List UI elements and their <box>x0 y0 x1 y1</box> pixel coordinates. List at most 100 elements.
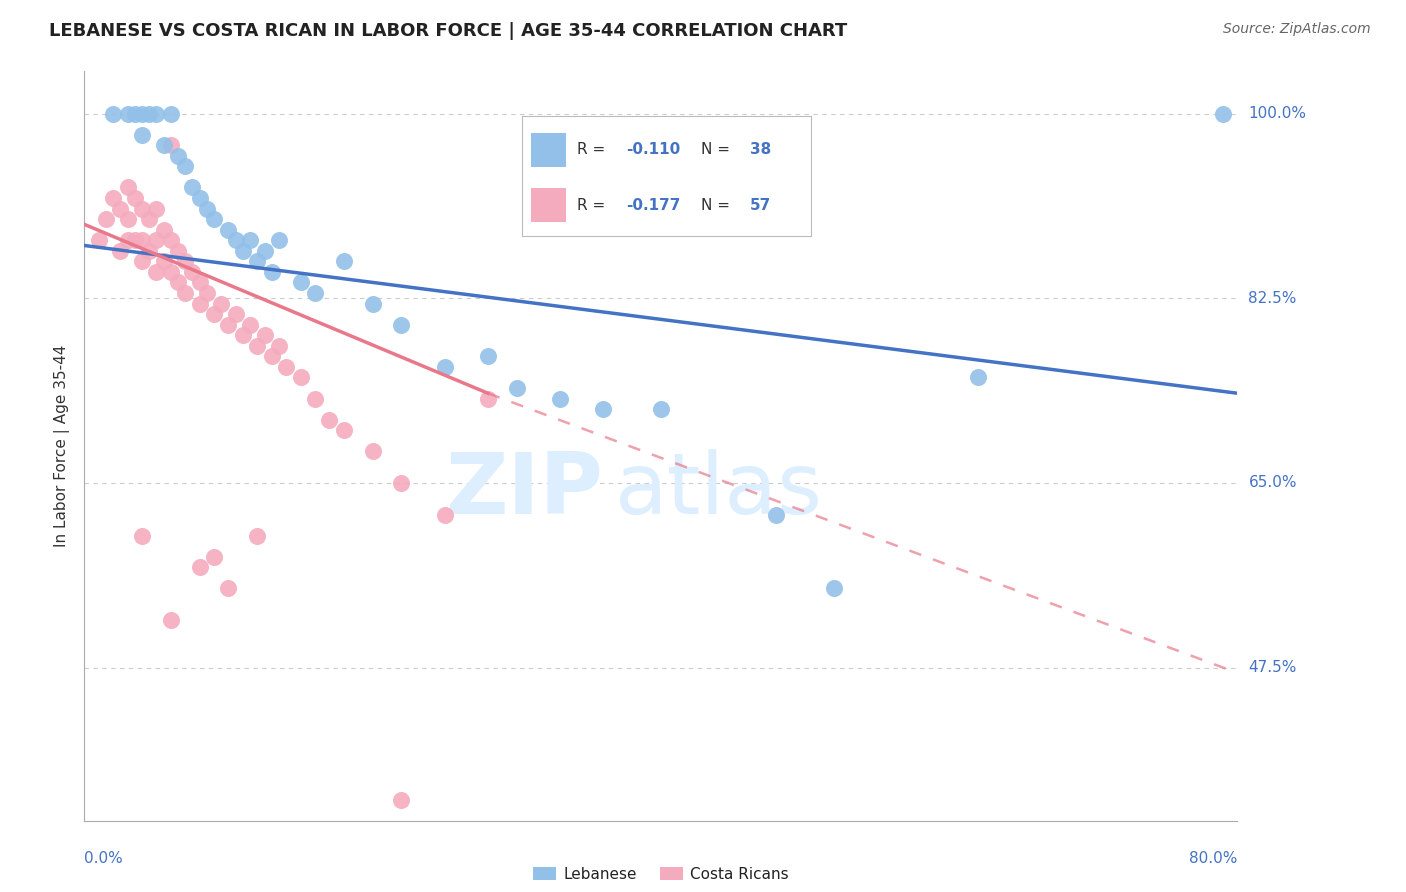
Point <box>333 423 356 437</box>
Point <box>167 244 190 258</box>
Point <box>967 370 990 384</box>
Point <box>433 359 456 374</box>
Point <box>145 233 167 247</box>
Point <box>765 508 787 522</box>
Point <box>391 792 413 806</box>
Point <box>174 159 197 173</box>
Point <box>167 276 190 290</box>
Point <box>823 582 845 596</box>
Text: LEBANESE VS COSTA RICAN IN LABOR FORCE | AGE 35-44 CORRELATION CHART: LEBANESE VS COSTA RICAN IN LABOR FORCE |… <box>49 22 848 40</box>
Point <box>650 402 672 417</box>
Point <box>218 222 240 236</box>
Point <box>304 285 326 300</box>
Text: 65.0%: 65.0% <box>1249 475 1296 491</box>
Point <box>160 613 183 627</box>
Point <box>181 180 204 194</box>
Point <box>167 149 190 163</box>
Point <box>592 402 614 417</box>
Text: 82.5%: 82.5% <box>1249 291 1296 306</box>
Text: 0.0%: 0.0% <box>84 851 124 866</box>
Point <box>361 444 384 458</box>
Point <box>202 549 225 564</box>
Point <box>160 138 183 153</box>
Point <box>267 339 290 353</box>
Point <box>260 265 283 279</box>
Point <box>246 529 269 543</box>
Point <box>138 212 160 227</box>
Point <box>239 318 262 332</box>
Point <box>232 244 254 258</box>
Point <box>232 328 254 343</box>
Point <box>188 276 211 290</box>
Point <box>103 191 124 205</box>
Text: atlas: atlas <box>614 450 823 533</box>
Point <box>145 265 167 279</box>
Point <box>195 285 218 300</box>
Point <box>117 212 139 227</box>
Point <box>267 233 290 247</box>
Point <box>202 212 225 227</box>
Point <box>152 254 174 268</box>
Point <box>218 318 240 332</box>
Point <box>391 318 413 332</box>
Legend: Lebanese, Costa Ricans: Lebanese, Costa Ricans <box>527 861 794 888</box>
Point <box>87 233 110 247</box>
Point <box>160 265 183 279</box>
Point <box>124 233 146 247</box>
Point <box>174 285 197 300</box>
Point <box>188 560 211 574</box>
Point <box>506 381 529 395</box>
Point <box>131 202 153 216</box>
Point <box>131 128 153 142</box>
Point <box>131 254 153 268</box>
Point <box>548 392 571 406</box>
Point <box>239 233 262 247</box>
Point <box>253 328 276 343</box>
Point <box>124 191 146 205</box>
Point <box>477 349 499 363</box>
Point <box>391 475 413 490</box>
Text: Source: ZipAtlas.com: Source: ZipAtlas.com <box>1223 22 1371 37</box>
Point <box>477 392 499 406</box>
Text: 47.5%: 47.5% <box>1249 660 1296 675</box>
Point <box>160 106 183 120</box>
Point <box>225 307 247 321</box>
Point <box>195 202 218 216</box>
Point <box>145 106 167 120</box>
Point <box>188 191 211 205</box>
Point <box>318 412 340 426</box>
Point <box>361 296 384 310</box>
Point <box>246 254 269 268</box>
Point <box>94 212 117 227</box>
Point <box>433 508 456 522</box>
Point <box>290 276 312 290</box>
Point <box>110 202 132 216</box>
Text: 100.0%: 100.0% <box>1249 106 1306 121</box>
Point <box>1212 106 1234 120</box>
Point <box>124 106 146 120</box>
Text: ZIP: ZIP <box>446 450 603 533</box>
Point <box>290 370 312 384</box>
Point <box>209 296 232 310</box>
Point <box>131 529 153 543</box>
Point <box>276 359 298 374</box>
Point <box>304 392 326 406</box>
Text: 80.0%: 80.0% <box>1189 851 1237 866</box>
Point <box>333 254 356 268</box>
Point <box>117 106 139 120</box>
Point <box>246 339 269 353</box>
Point <box>138 106 160 120</box>
Point <box>152 222 174 236</box>
Point <box>117 180 139 194</box>
Point <box>174 254 197 268</box>
Point <box>131 233 153 247</box>
Point <box>131 106 153 120</box>
Point <box>117 233 139 247</box>
Point <box>202 307 225 321</box>
Point <box>188 296 211 310</box>
Point <box>225 233 247 247</box>
Point <box>145 202 167 216</box>
Y-axis label: In Labor Force | Age 35-44: In Labor Force | Age 35-44 <box>55 345 70 547</box>
Point <box>181 265 204 279</box>
Point <box>218 582 240 596</box>
